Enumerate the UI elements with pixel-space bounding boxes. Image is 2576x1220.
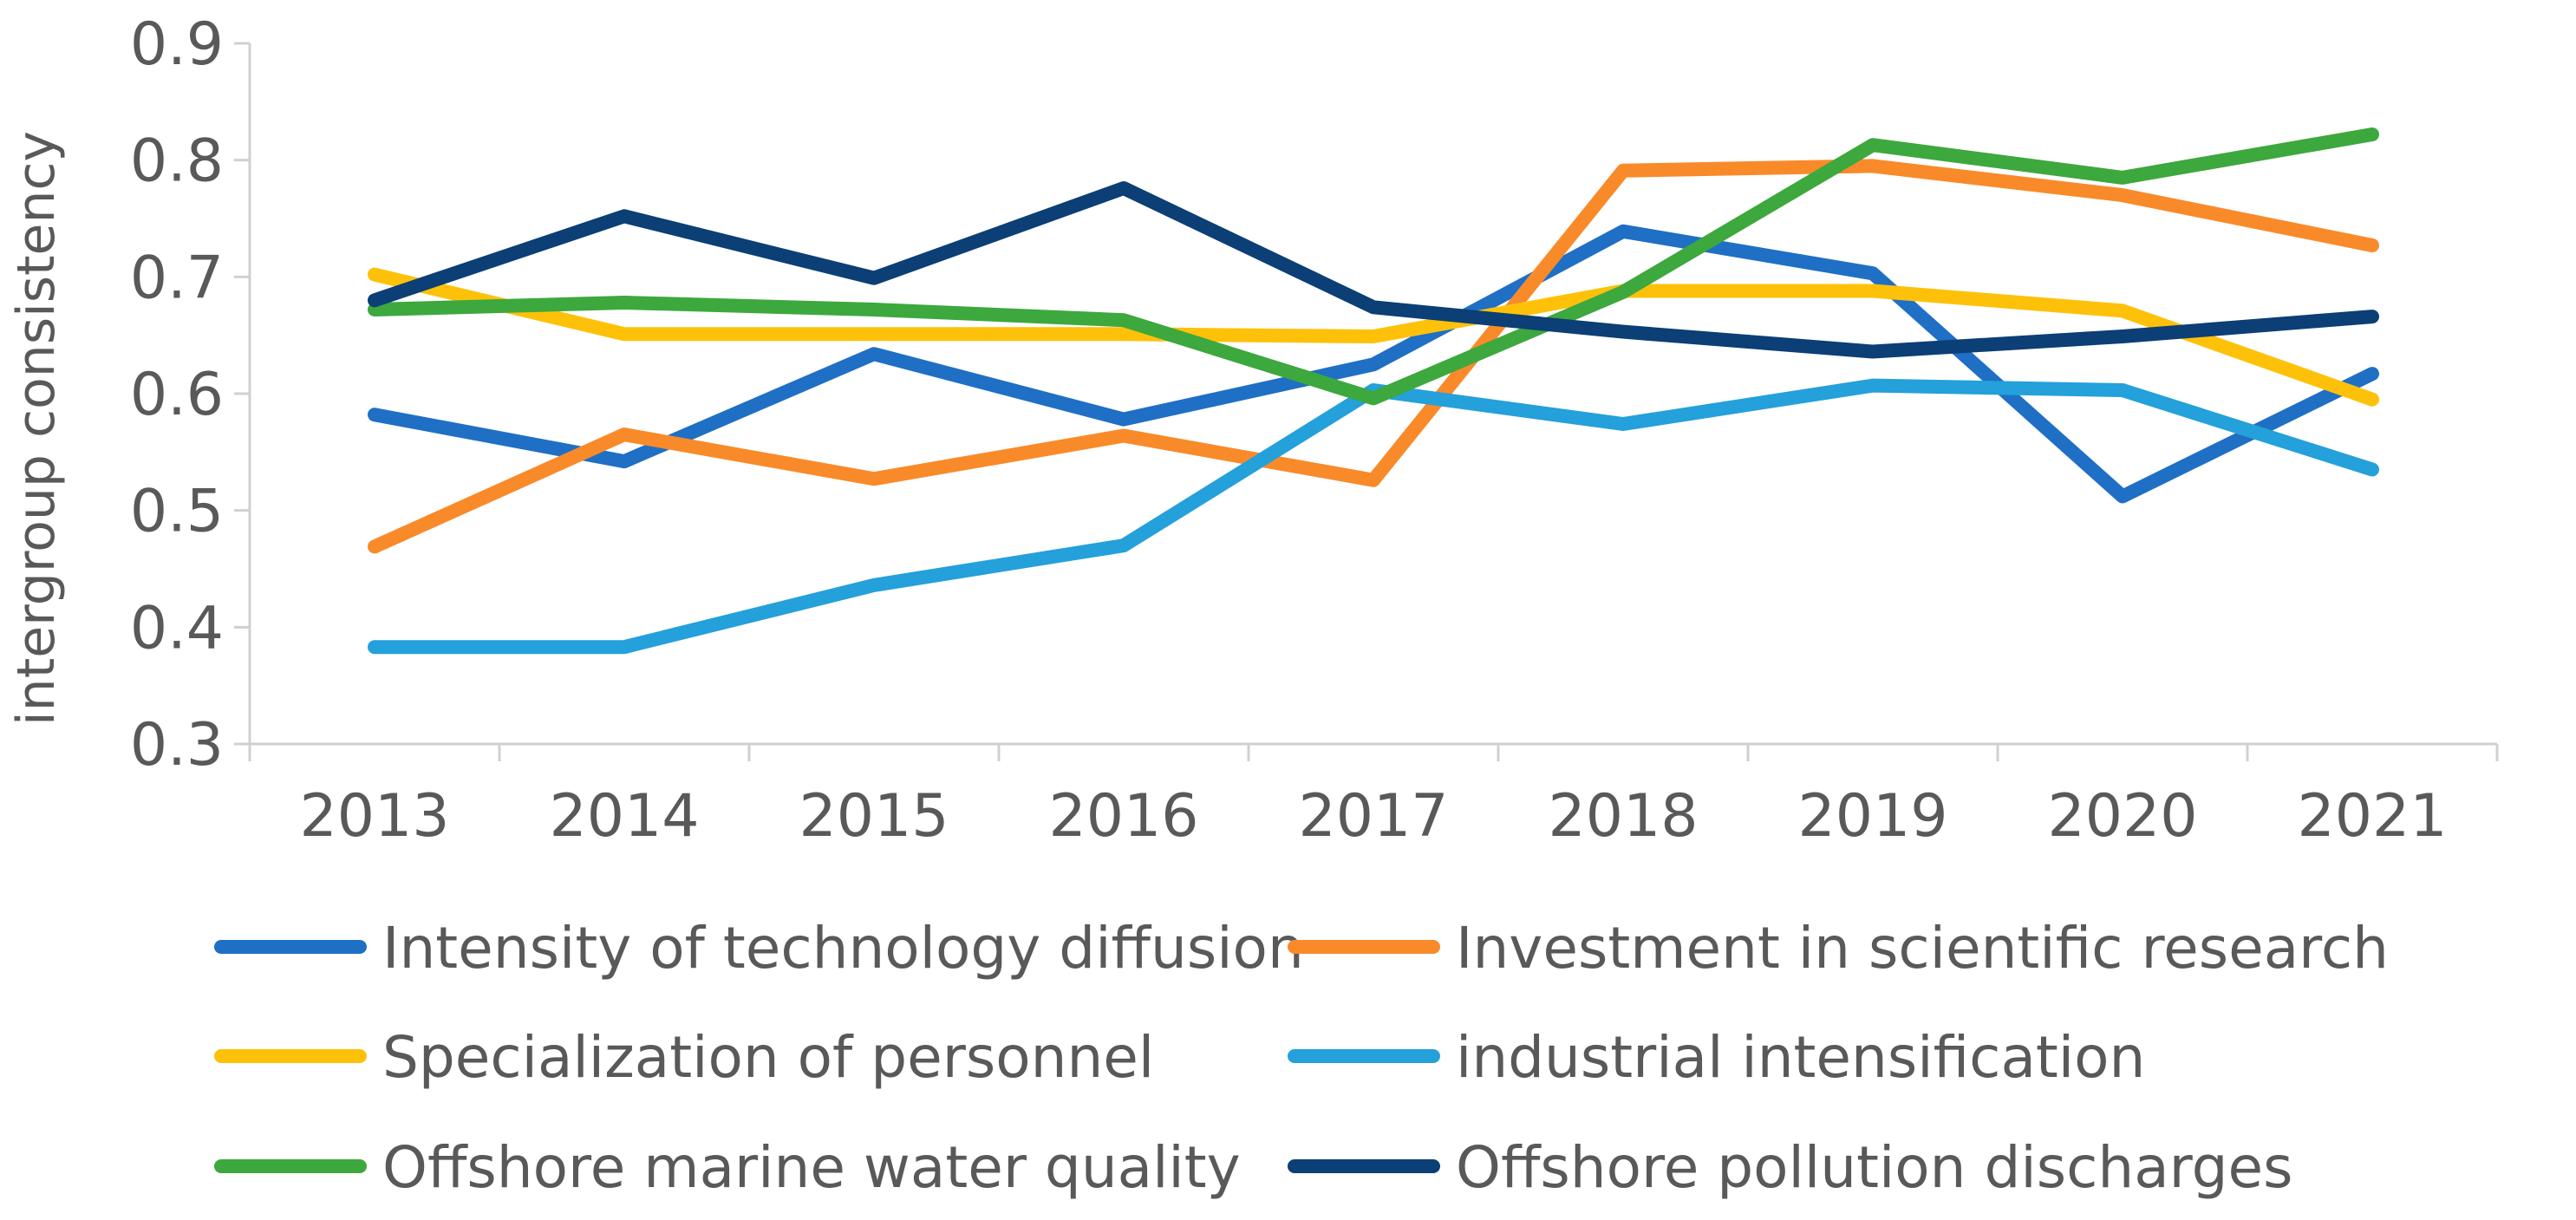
legend-item-offshore-pollution-discharges: Offshore pollution discharges [1288,1134,2293,1201]
x-tick-label: 2017 [1298,782,1448,851]
x-tick-label: 2019 [1797,782,1947,851]
legend-label: industrial intensification [1456,1024,2145,1091]
y-tick-label: 0.9 [130,10,224,79]
y-tick-label: 0.5 [130,478,224,546]
x-tick-label: 2014 [549,782,699,851]
x-tick-label: 2016 [1048,782,1198,851]
legend-label: Intensity of technology diffusion [382,915,1304,982]
y-tick-label: 0.6 [130,361,224,429]
series-lines [368,127,2379,655]
series-line-investment-in-scientific-research [368,159,2379,554]
axes: 0.30.40.50.60.70.80.9 2013 2014 2015 2016 20… [130,10,2499,851]
series-line-intensity-of-technology-diffusion [368,224,2379,504]
x-tick-label: 2018 [1548,782,1698,851]
series-line-industrial-intensification [368,378,2379,655]
legend-item-intensity-of-technology-diffusion: Intensity of technology diffusion [214,915,1304,982]
x-tick-label: 2015 [799,782,949,851]
y-tick-label: 0.3 [130,711,224,780]
y-tick-label: 0.8 [130,127,224,196]
legend-label: Offshore pollution discharges [1456,1134,2293,1201]
y-tick-label: 0.7 [130,244,224,312]
x-axis-ticks: 2013 2014 2015 2016 2017 2018 2019 2020 2021 [248,744,2499,851]
legend: Intensity of technology diffusion Investm… [214,915,2389,1201]
legend-item-offshore-marine-water-quality: Offshore marine water quality [214,1134,1241,1201]
legend-label: Specialization of personnel [382,1024,1154,1091]
legend-item-industrial-intensification: industrial intensification [1288,1024,2145,1091]
series-line-offshore-marine-water-quality [368,127,2379,406]
y-axis-label: intergroup consistency [6,131,67,726]
y-axis-ticks: 0.3 0.4 0.5 0.6 0.7 0.8 0.9 [130,10,250,780]
series-line-offshore-pollution-discharges [368,181,2379,359]
x-tick-label: 2020 [2047,782,2197,851]
legend-label: Investment in scientific research [1456,915,2389,982]
legend-label: Offshore marine water quality [382,1134,1241,1201]
x-tick-label: 2021 [2297,782,2447,851]
x-tick-label: 2013 [299,782,449,851]
legend-item-specialization-of-personnel: Specialization of personnel [214,1024,1154,1091]
y-tick-label: 0.4 [130,594,224,662]
legend-item-investment-in-scientific-research: Investment in scientific research [1288,915,2389,982]
series-line-specialization-of-personnel [368,267,2379,407]
